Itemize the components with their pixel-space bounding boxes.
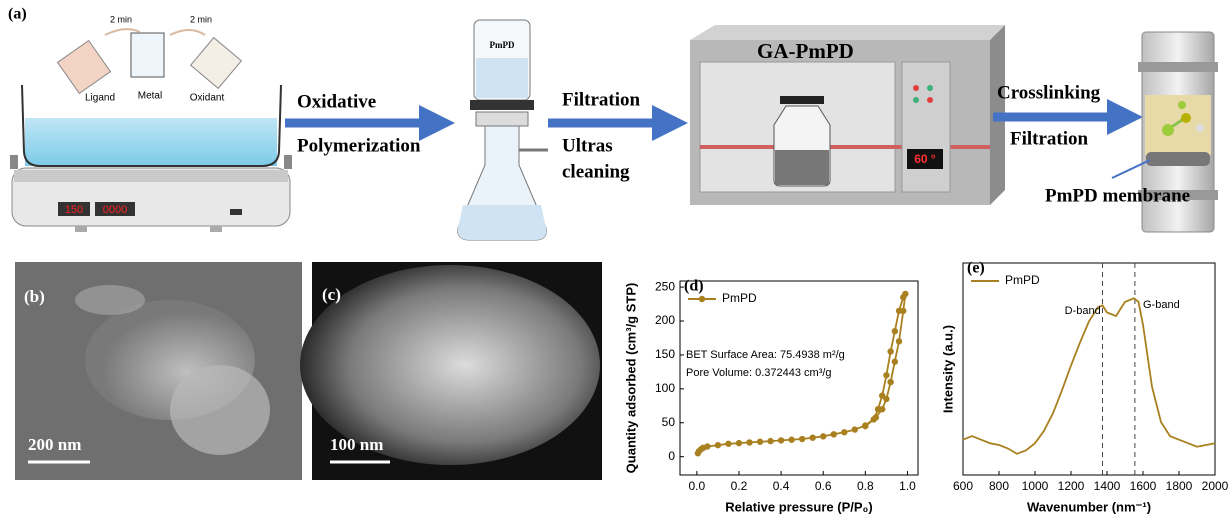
data-point (746, 439, 752, 445)
step-label: Ultras (562, 135, 613, 156)
x-tick-label: 1400 (1094, 479, 1121, 493)
y-tick-label: 0 (668, 449, 675, 463)
data-point (900, 294, 906, 300)
data-point (788, 437, 794, 443)
x-tick-label: 0.4 (773, 479, 790, 493)
data-point (757, 439, 763, 445)
panel-label: (c) (322, 285, 341, 304)
figure: (a) 2 min 2 min Ligand Metal Oxidant 150… (0, 0, 1231, 518)
data-point (767, 438, 773, 444)
data-point (875, 406, 881, 412)
scale-bar-label: 200 nm (28, 435, 81, 454)
panel-label: (d) (684, 278, 704, 295)
x-tick-label: 0.6 (815, 479, 832, 493)
micrographs (15, 262, 602, 480)
step-label: cleaning (562, 161, 630, 182)
oven-label: GA-PmPD (757, 39, 854, 63)
panel-label: (e) (967, 260, 985, 277)
y-tick-label: 250 (655, 279, 675, 293)
step-label: Crosslinking (997, 82, 1101, 103)
display: 0000 (103, 204, 127, 216)
data-point (862, 423, 868, 429)
plot-frame (963, 263, 1215, 475)
data-point (736, 440, 742, 446)
legend-label: PmPD (1005, 273, 1040, 287)
x-tick-label: 1600 (1130, 479, 1157, 493)
x-tick-label: 0.2 (731, 479, 748, 493)
filter-label: PmPD (490, 40, 515, 50)
reagent-label: Metal (138, 91, 162, 102)
reagent-label: Ligand (85, 93, 115, 104)
annotation: G-band (1143, 299, 1180, 311)
data-point (799, 436, 805, 442)
data-point (809, 434, 815, 440)
data-point (841, 429, 847, 435)
data-point (887, 379, 893, 385)
y-tick-label: 50 (662, 415, 676, 429)
data-point (852, 426, 858, 432)
panel-label: (a) (8, 6, 27, 23)
x-tick-label: 1.0 (899, 479, 916, 493)
annotation: BET Surface Area: 75.4938 m²/g (686, 349, 845, 361)
data-point (831, 431, 837, 437)
oven-display: 60 ° (914, 152, 936, 166)
data-point (820, 433, 826, 439)
panel-label: (b) (24, 287, 45, 306)
step-label: Oxidative (297, 91, 376, 112)
step-label: Filtration (1010, 128, 1089, 149)
x-tick-label: 600 (953, 479, 973, 493)
legend-marker (699, 296, 705, 302)
data-point (725, 441, 731, 447)
y-tick-label: 150 (655, 347, 675, 361)
step-time: 2 min (190, 14, 212, 24)
x-tick-label: 1200 (1058, 479, 1085, 493)
x-tick-label: 0.8 (857, 479, 874, 493)
data-point (871, 416, 877, 422)
y-tick-label: 200 (655, 313, 675, 327)
reagent-label: Oxidant (190, 93, 225, 104)
y-tick-label: 100 (655, 381, 675, 395)
legend-label: PmPD (722, 291, 757, 305)
x-tick-label: 0.0 (689, 479, 706, 493)
data-line (963, 298, 1215, 454)
data-point (879, 392, 885, 398)
display: 150 (65, 204, 83, 216)
x-axis-label: Wavenumber (nm⁻¹) (1027, 499, 1151, 514)
data-point (892, 328, 898, 334)
annotation: Pore Volume: 0.372443 cm³/g (686, 367, 832, 379)
data-point (715, 442, 721, 448)
data-point (892, 359, 898, 365)
data-point (896, 308, 902, 314)
data-point (778, 437, 784, 443)
step-label: Filtration (562, 89, 641, 110)
data-point (704, 443, 710, 449)
y-axis-label: Intensity (a.u.) (940, 325, 955, 413)
x-tick-label: 1000 (1022, 479, 1049, 493)
membrane-label: PmPD membrane (1045, 185, 1190, 206)
step-time: 2 min (110, 14, 132, 24)
annotation: D-band (1065, 305, 1101, 317)
y-axis-label: Quantity adsorbed (cm³/g STP) (623, 283, 638, 474)
x-tick-label: 2000 (1202, 479, 1229, 493)
data-point (883, 372, 889, 378)
data-point (887, 348, 893, 354)
x-tick-label: 1800 (1166, 479, 1193, 493)
scale-bar-label: 100 nm (330, 435, 383, 454)
step-label: Polymerization (297, 135, 421, 156)
data-point (896, 338, 902, 344)
x-axis-label: Relative pressure (P/P₀) (725, 499, 872, 514)
x-tick-label: 800 (989, 479, 1009, 493)
